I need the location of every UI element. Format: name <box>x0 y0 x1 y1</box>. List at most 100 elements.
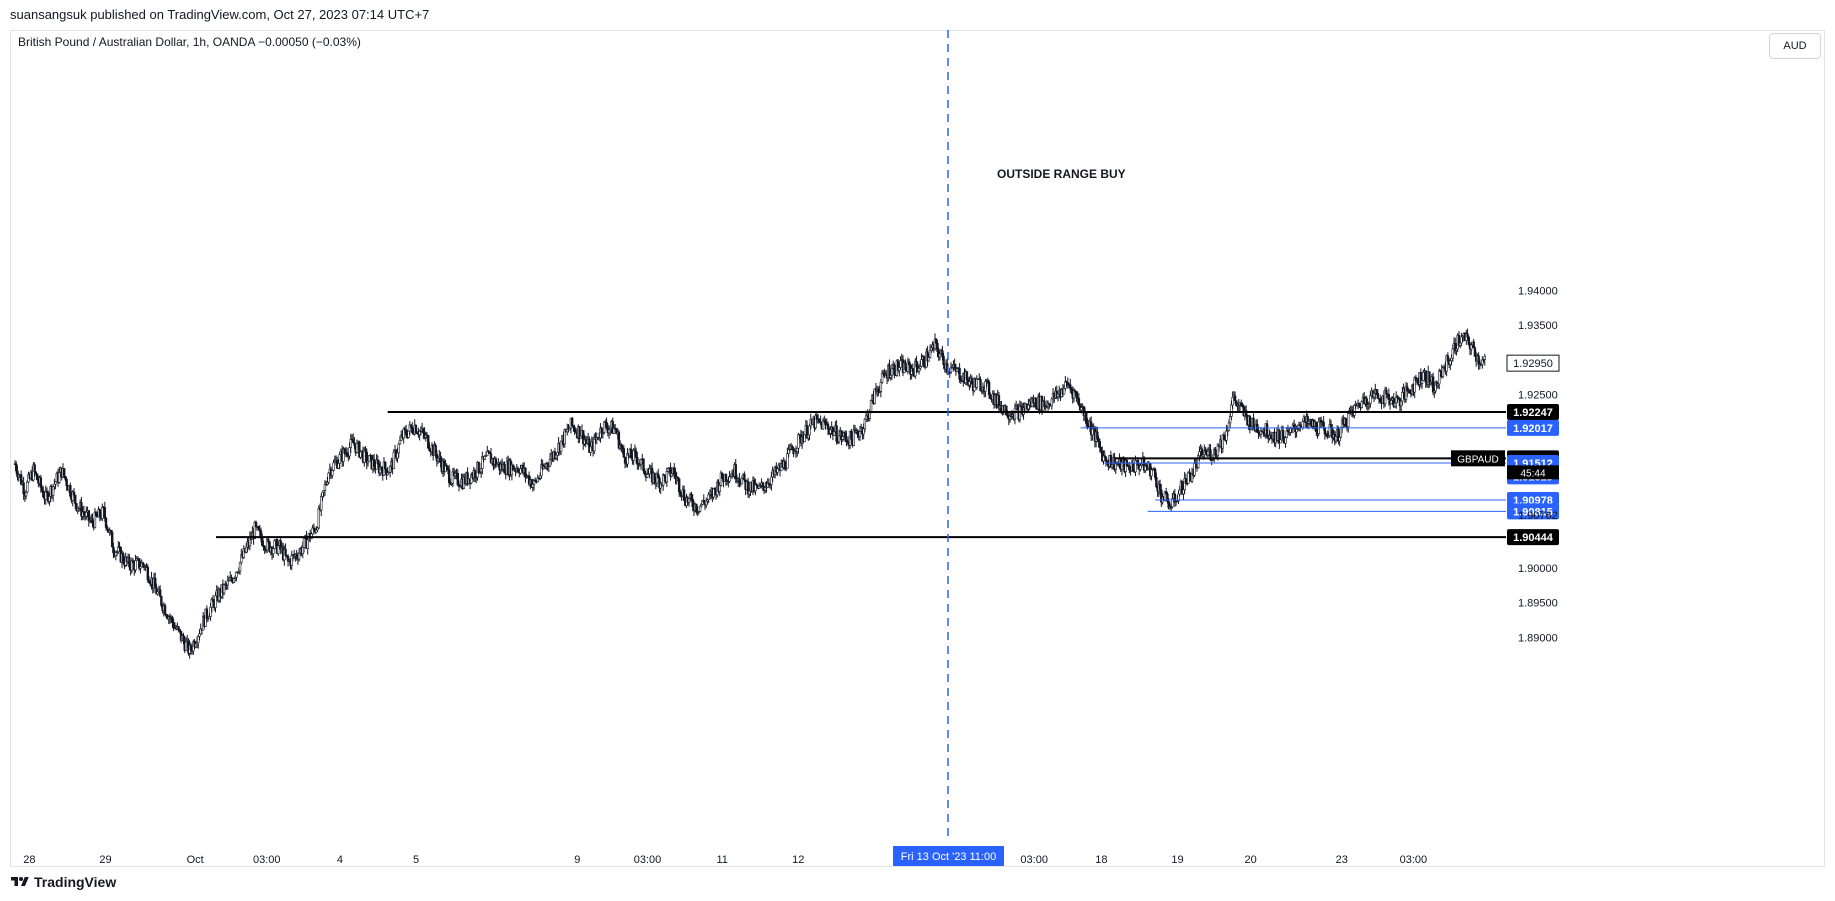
candle-body <box>214 595 217 608</box>
candle-body <box>1182 489 1185 495</box>
candle-body <box>1013 407 1017 420</box>
candle-body <box>33 464 36 473</box>
candle-body <box>856 430 859 435</box>
candle-body <box>302 538 306 548</box>
candle-body <box>355 443 359 453</box>
candle-body <box>65 478 68 487</box>
candle-body <box>531 484 535 488</box>
candle-body <box>22 482 25 495</box>
candle-body <box>380 466 383 471</box>
candle-body <box>607 429 611 434</box>
candle-body <box>54 481 57 485</box>
candle-body <box>1158 483 1162 491</box>
candle-body <box>589 446 592 453</box>
candle-body <box>1080 407 1083 411</box>
candle-body <box>1198 451 1201 457</box>
candle-body <box>1390 400 1393 405</box>
candle-body <box>573 427 576 432</box>
candle-body <box>687 498 691 503</box>
candle-body <box>503 463 506 474</box>
candle-body <box>617 431 621 449</box>
candle-body <box>1134 460 1137 473</box>
candle-body <box>184 641 188 651</box>
time-tick-label: Oct <box>187 854 204 866</box>
candle-body <box>392 451 396 470</box>
candle-body <box>342 448 345 462</box>
candle-body <box>724 474 728 482</box>
candle-body <box>548 459 552 467</box>
candle-body <box>554 454 558 459</box>
candle-body <box>1281 430 1285 439</box>
time-tick-label: 03:00 <box>1400 854 1428 866</box>
candle-body <box>51 486 55 496</box>
candle-body <box>428 447 431 451</box>
candle-body <box>975 378 979 388</box>
symbol-legend[interactable]: British Pound / Australian Dollar, 1h, O… <box>18 35 361 49</box>
candle-body <box>1185 483 1189 485</box>
candle-body <box>209 606 212 617</box>
candle-body <box>235 571 238 578</box>
price-level-tag <box>1507 419 1559 436</box>
candle-body <box>69 485 72 497</box>
candle-body <box>245 546 248 553</box>
candle-body <box>1096 431 1099 440</box>
candle-body <box>1178 489 1181 495</box>
candle-body <box>634 450 638 458</box>
candle-body <box>194 643 198 648</box>
candle-body <box>1441 367 1445 378</box>
time-tick-label: 19 <box>1171 854 1183 866</box>
candle-body <box>1446 355 1450 362</box>
price-level-label: 1.90444 <box>1513 532 1554 544</box>
candle-body <box>1481 359 1484 365</box>
candle-body <box>563 429 566 445</box>
candle-body <box>98 509 102 518</box>
candle-body <box>349 438 352 448</box>
candle-body <box>622 448 626 458</box>
candle-body <box>156 591 159 595</box>
candle-body <box>1458 342 1462 346</box>
candle-body <box>524 467 527 477</box>
candle-body <box>826 423 830 430</box>
candle-body <box>821 420 825 430</box>
candle-body <box>623 456 627 464</box>
candle-body <box>473 470 477 479</box>
candle-body <box>1085 412 1088 424</box>
candle-body <box>1098 441 1102 448</box>
candle-body <box>1431 376 1435 393</box>
candle-body <box>1477 355 1480 365</box>
candle-body <box>182 635 185 642</box>
close-price-label: 1.92950 <box>1513 358 1553 370</box>
candle-body <box>1114 463 1117 470</box>
candle-body <box>1299 424 1302 427</box>
candle-body <box>1322 421 1325 429</box>
candle-body <box>263 546 266 551</box>
candle-body <box>466 472 469 484</box>
candle-body <box>1457 334 1461 346</box>
candle-body <box>230 577 233 581</box>
candle-body <box>920 359 923 367</box>
candle-body <box>1171 498 1174 508</box>
price-tick-label: 1.94000 <box>1518 285 1558 297</box>
candle-body <box>1155 477 1158 488</box>
candle-body <box>655 473 659 484</box>
chart-frame[interactable] <box>10 30 1825 867</box>
candle-body <box>85 511 88 517</box>
price-tick-label: 1.89500 <box>1518 598 1558 610</box>
candle-body <box>315 529 318 533</box>
candle-body <box>796 447 799 453</box>
currency-button[interactable]: AUD <box>1769 33 1821 59</box>
candle-body <box>1376 392 1379 399</box>
candle-body <box>210 598 213 608</box>
candle-body <box>404 429 408 436</box>
candle-body <box>15 463 18 472</box>
candle-body <box>205 608 209 619</box>
candle-body <box>290 555 293 566</box>
candle-body <box>1091 428 1094 436</box>
candle-body <box>483 455 487 460</box>
tradingview-brand: TradingView <box>34 874 117 890</box>
price-level-label: 1.90815 <box>1513 506 1553 518</box>
candle-body <box>1139 465 1142 470</box>
candle-body <box>639 459 643 465</box>
candle-body <box>593 436 596 452</box>
